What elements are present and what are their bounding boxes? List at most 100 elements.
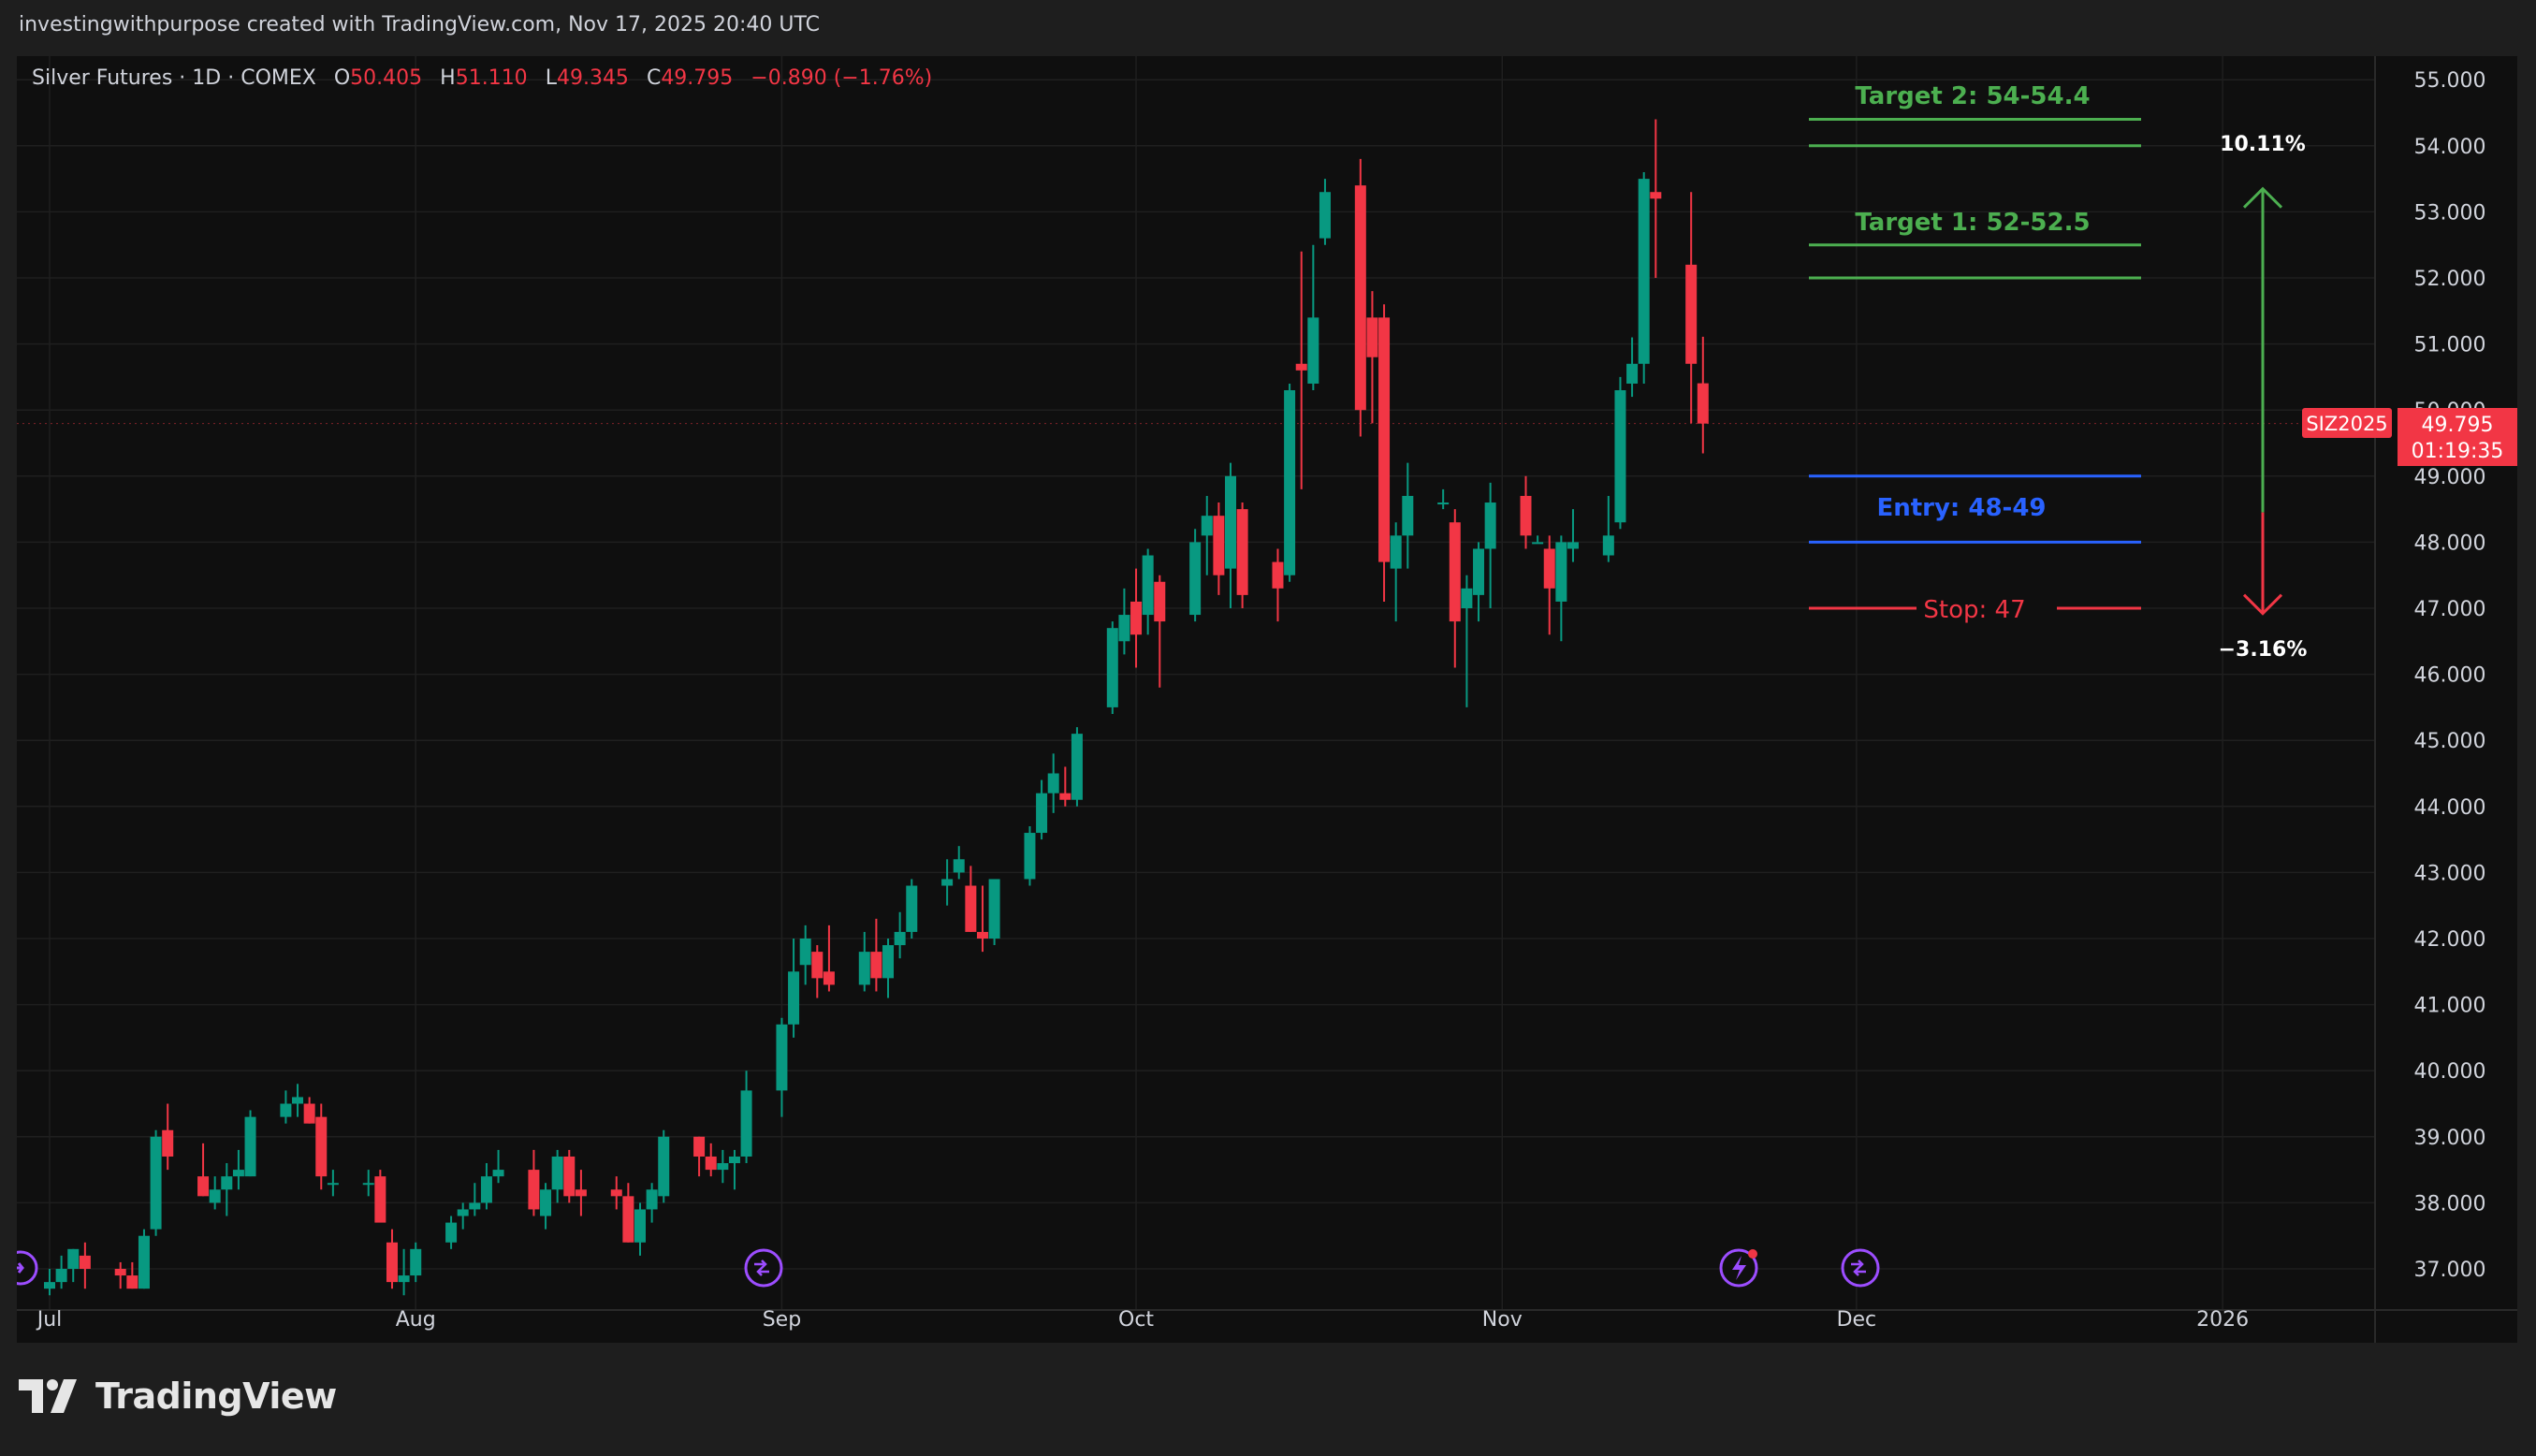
grid (17, 56, 2517, 1343)
candle (894, 911, 906, 959)
candle-body (1555, 542, 1567, 602)
tradingview-logo[interactable]: TradingView (19, 1376, 337, 1417)
x-tick-label: 2026 (2196, 1308, 2249, 1332)
x-tick-label: Jul (36, 1308, 63, 1332)
candle-body (776, 1024, 788, 1091)
y-tick-label: 43.000 (2414, 862, 2486, 885)
candle (610, 1176, 622, 1210)
candle-body (469, 1202, 481, 1210)
downside-arrow-head (2242, 593, 2283, 616)
candle (1697, 336, 1709, 454)
candle-body (457, 1209, 469, 1216)
candle-body (1543, 548, 1555, 589)
legend-l-value: 49.345 (557, 66, 629, 90)
candle-body (232, 1170, 244, 1177)
chart-panel[interactable]: Silver Futures · 1D · COMEX O50.405 H51.… (17, 56, 2517, 1343)
entry-label: Entry: 48-49 (1876, 494, 2046, 522)
candle-body (740, 1090, 752, 1157)
candle (1685, 192, 1698, 424)
candle-body (79, 1255, 91, 1269)
candle (658, 1129, 670, 1203)
candle-body (1402, 495, 1414, 536)
candle-body (445, 1222, 458, 1243)
candle-body (67, 1248, 80, 1269)
candle (1024, 825, 1036, 886)
candle (976, 885, 988, 953)
candle (67, 1248, 80, 1283)
rollover-marker-sep-icon[interactable] (744, 1248, 783, 1288)
candle (209, 1176, 221, 1210)
rollover-marker-dec-icon[interactable] (1841, 1248, 1880, 1288)
y-tick-label: 42.000 (2414, 928, 2486, 952)
candle (1567, 509, 1579, 562)
y-tick-label: 41.000 (2414, 995, 2486, 1018)
symbol-badge: SIZ2025 (2306, 413, 2387, 435)
candle (1130, 568, 1143, 668)
candle (162, 1103, 174, 1171)
legend-h-label: H (440, 66, 456, 90)
candle-body (150, 1136, 162, 1230)
candlestick-chart[interactable]: Silver Futures · 1D · COMEX O50.405 H51.… (17, 56, 2517, 1343)
candle-body (646, 1189, 658, 1210)
candle (1437, 488, 1450, 510)
y-tick-label: 55.000 (2414, 69, 2486, 93)
x-tick-label: Nov (1482, 1308, 1523, 1332)
candle (150, 1129, 162, 1236)
legend-o-value: 50.405 (350, 66, 422, 90)
candle-body (280, 1103, 292, 1117)
y-axis: 37.000 38.000 39.000 40.000 41.000 42.000 43.0… (2414, 69, 2486, 1282)
upside-percent: 10.11% (2220, 133, 2306, 156)
legend-change: −0.890 (−1.76%) (751, 66, 932, 90)
candle-body (410, 1248, 422, 1276)
candle (811, 945, 823, 998)
candle-body (1390, 535, 1402, 569)
candle-body (988, 879, 1000, 939)
candle-body (1567, 542, 1579, 549)
candle-body (197, 1176, 210, 1197)
candle (1449, 509, 1461, 668)
x-tick-label: Sep (763, 1308, 801, 1332)
candle (1118, 588, 1130, 655)
candle (1532, 535, 1544, 545)
y-tick-label: 49.000 (2414, 466, 2486, 489)
levels (1809, 118, 2141, 610)
candle (1366, 291, 1378, 424)
dividend-marker-jul-icon[interactable] (17, 1250, 38, 1286)
candle-body (1461, 588, 1473, 608)
candle-body (1319, 192, 1331, 239)
projection-arrows (2242, 186, 2283, 616)
candle (1520, 475, 1532, 549)
candle-body (292, 1097, 304, 1104)
lightning-marker-nov-icon[interactable] (1719, 1248, 1758, 1288)
candle-body (1437, 502, 1450, 505)
candle (1201, 495, 1213, 575)
y-tick-label: 47.000 (2414, 598, 2486, 621)
symbol-badge-bg (2302, 408, 2392, 438)
candle-body (1036, 793, 1048, 834)
candle (965, 866, 977, 932)
legend-o-label: O (334, 66, 350, 90)
stop-label: Stop: 47 (1923, 596, 2025, 624)
candle-body (1142, 555, 1154, 616)
candle (575, 1170, 587, 1216)
candle (941, 859, 954, 906)
candle (705, 1143, 717, 1177)
candle-body (1295, 363, 1307, 371)
y-tick-label: 51.000 (2414, 334, 2486, 357)
candle-body (728, 1156, 740, 1164)
candle-body (480, 1176, 492, 1203)
candle-body (1484, 502, 1496, 549)
candle-body (1154, 581, 1166, 622)
candle-body (44, 1282, 55, 1289)
candle-body (1532, 542, 1544, 545)
candle-body (1071, 734, 1083, 800)
candle-body (1059, 793, 1071, 800)
candle (398, 1248, 410, 1296)
candle (1307, 244, 1319, 391)
candle (1142, 548, 1154, 635)
candle-body (386, 1242, 398, 1283)
candle (362, 1170, 374, 1197)
candle (870, 918, 882, 992)
candle-body (1685, 264, 1698, 364)
y-tick-label: 39.000 (2414, 1127, 2486, 1150)
